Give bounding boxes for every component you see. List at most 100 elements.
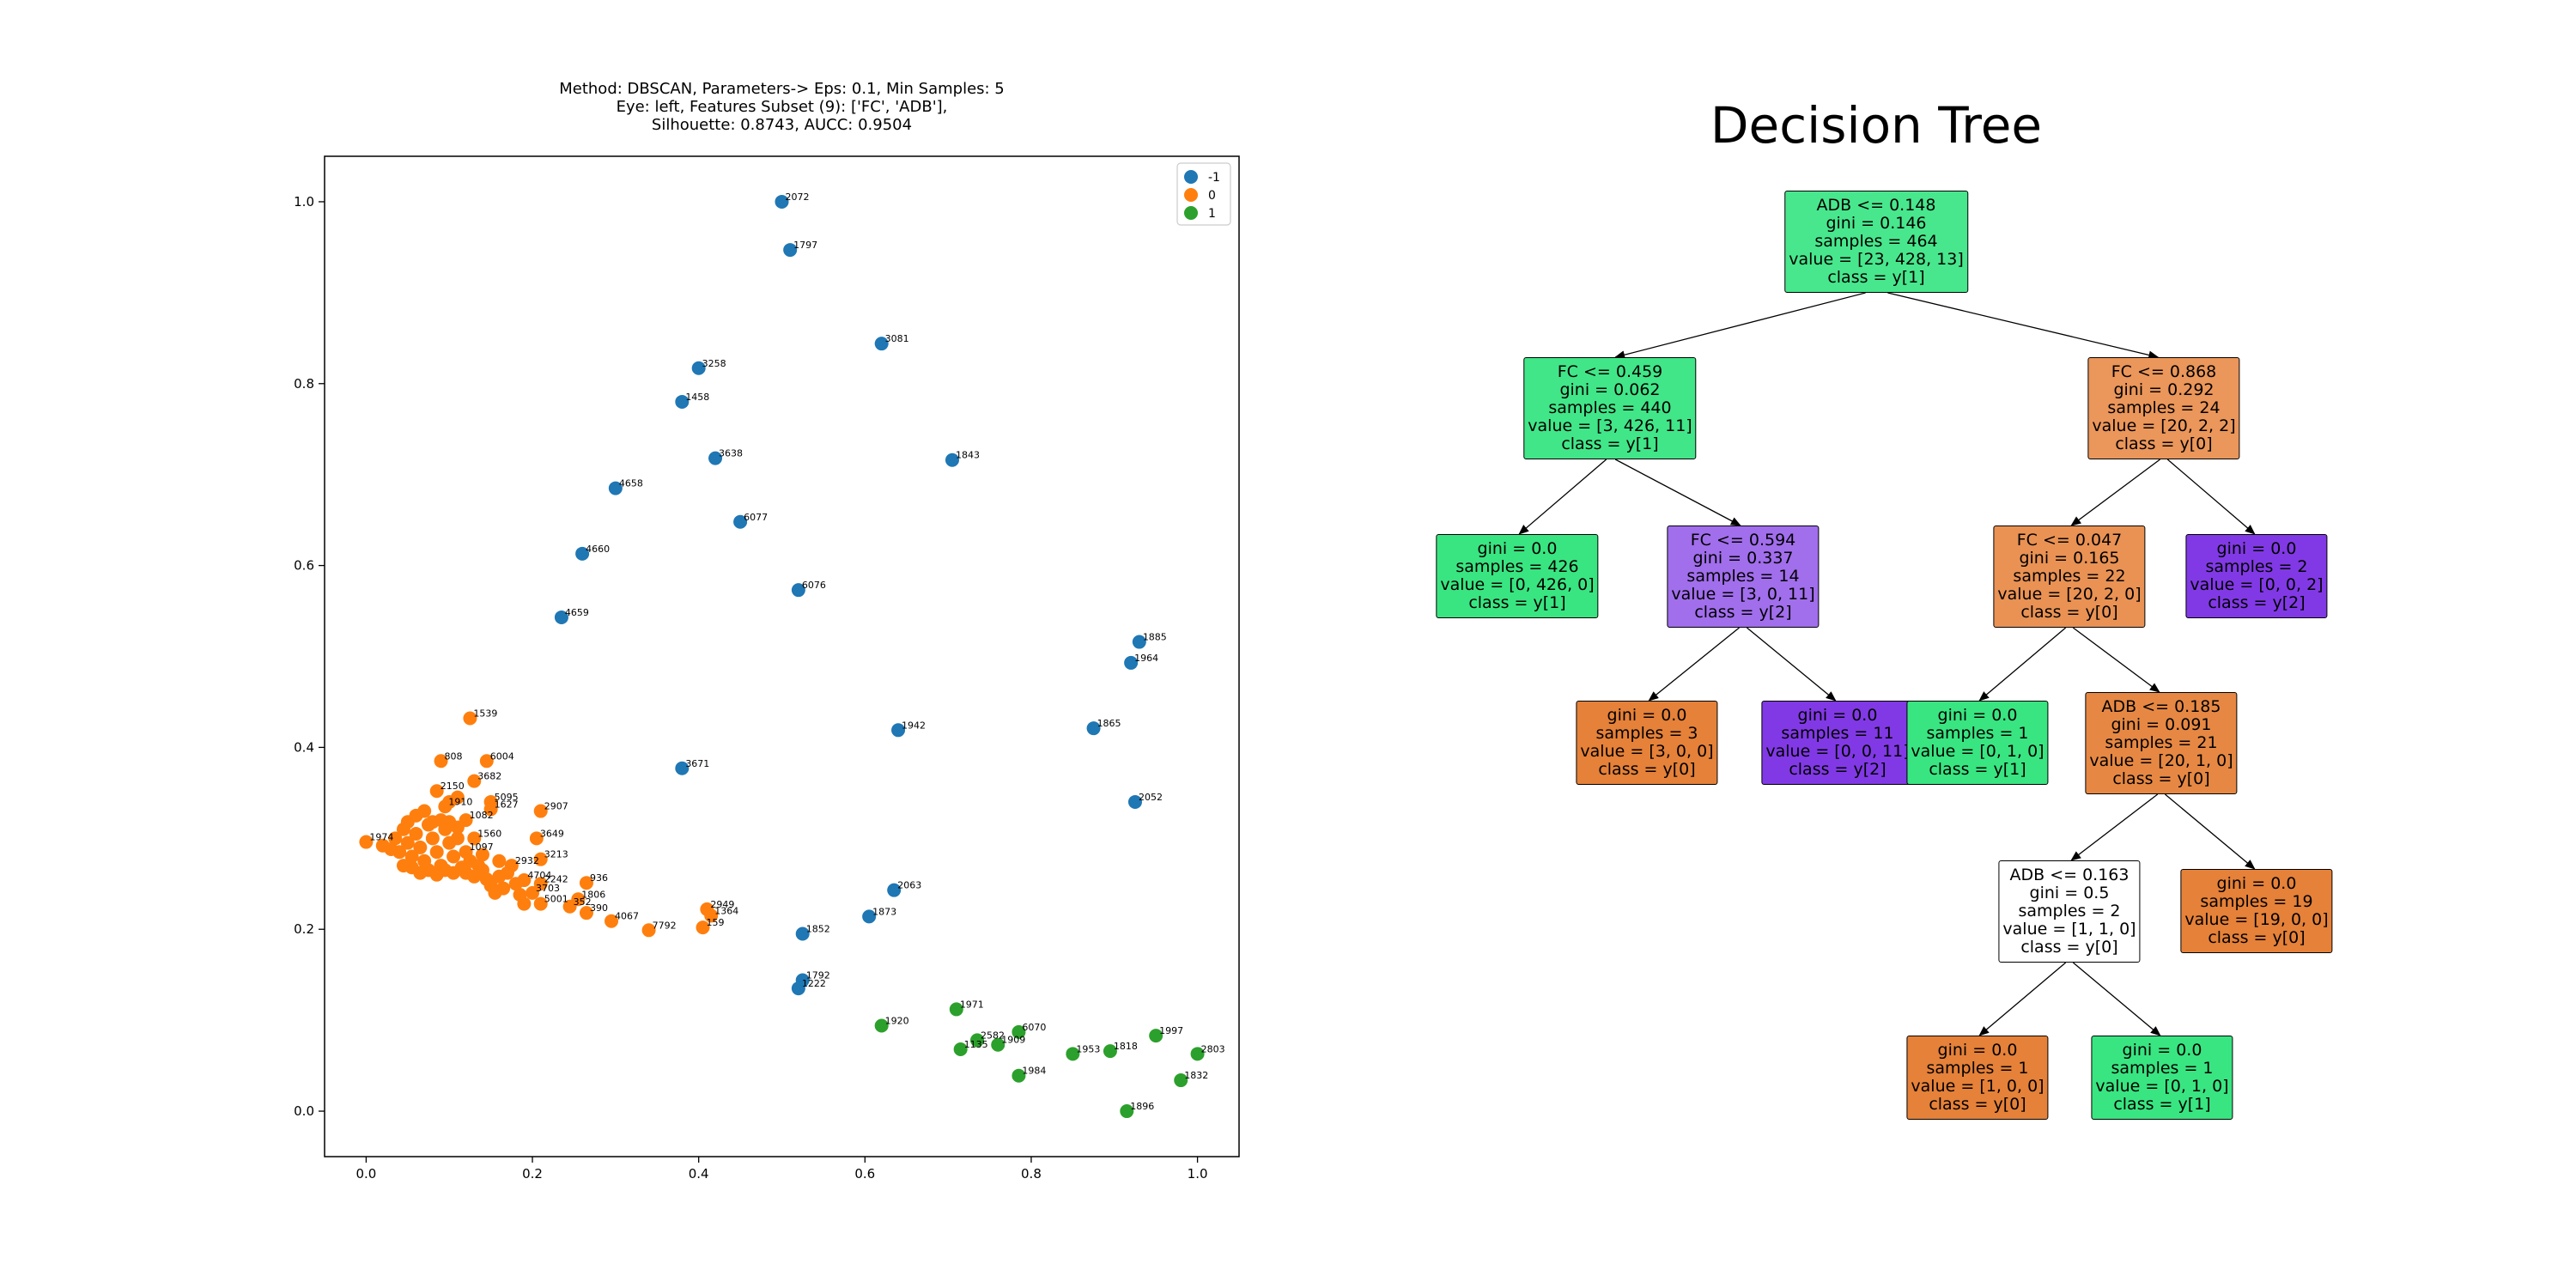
point-label: 1997 xyxy=(1159,1025,1183,1036)
tree-node-line: gini = 0.5 xyxy=(2029,884,2110,902)
tree-node-line: gini = 0.0 xyxy=(1477,539,1558,558)
tree-node-line: ADB <= 0.148 xyxy=(1816,196,1936,215)
tree-node-n3: gini = 0.0 samples = 426 value = [0, 426, … xyxy=(1436,534,1599,618)
point-label: 2150 xyxy=(440,781,465,792)
y-tick-label: 1.0 xyxy=(294,194,314,210)
tree-edge xyxy=(1614,459,1741,526)
tree-node-line: class = y[0] xyxy=(2112,769,2210,788)
tree-node-line: class = y[1] xyxy=(1827,268,1925,287)
point-series--1 xyxy=(1124,655,1139,670)
tree-node-line: value = [20, 2, 0] xyxy=(1997,585,2142,604)
tree-node-line: class = y[1] xyxy=(2113,1095,2211,1114)
tree-edge xyxy=(1887,292,2160,360)
tree-node-line: samples = 11 xyxy=(1781,724,1894,743)
point-label: 1458 xyxy=(685,392,709,403)
tree-node-n14: gini = 0.0 samples = 1 value = [0, 1, 0] cl… xyxy=(2091,1036,2233,1120)
point-label: 4658 xyxy=(619,478,643,489)
point-series--1 xyxy=(554,610,568,624)
point-label: 3682 xyxy=(477,771,501,782)
point-label: 390 xyxy=(590,902,608,914)
tree-node-line: class = y[0] xyxy=(2115,434,2213,453)
point-series-1 xyxy=(1120,1104,1134,1119)
tree-node-line: samples = 426 xyxy=(1455,557,1579,576)
x-tick-label: 0.0 xyxy=(355,1166,376,1182)
point-series-0 xyxy=(429,784,444,799)
tree-node-n4: FC <= 0.594 gini = 0.337 samples = 14 value… xyxy=(1667,526,1820,628)
point-series--1 xyxy=(691,361,706,375)
point-series-0 xyxy=(696,920,710,935)
point-label: 2582 xyxy=(981,1030,1005,1041)
point-series-0 xyxy=(533,896,548,911)
point-label: 1953 xyxy=(1076,1043,1100,1054)
point-series-0 xyxy=(425,831,440,846)
point-label: 1885 xyxy=(1143,632,1167,643)
point-label: 1984 xyxy=(1022,1066,1046,1077)
tree-node-line: class = y[0] xyxy=(1598,760,1696,779)
tree-node-line: gini = 0.0 xyxy=(1797,706,1878,725)
tree-node-line: FC <= 0.047 xyxy=(2016,531,2123,550)
tree-node-line: samples = 22 xyxy=(2013,567,2126,586)
y-tick-label: 0.6 xyxy=(294,558,314,574)
tree-node-line: samples = 19 xyxy=(2200,892,2313,911)
tree-edge xyxy=(1518,459,1607,535)
point-series--1 xyxy=(733,514,748,529)
tree-node-line: ADB <= 0.163 xyxy=(2009,866,2129,884)
tree-node-line: value = [1, 1, 0] xyxy=(2002,920,2136,939)
point-series-0 xyxy=(467,774,482,788)
tree-node-line: samples = 24 xyxy=(2107,398,2221,417)
tree-node-line: value = [19, 0, 0] xyxy=(2184,910,2329,929)
point-label: 2907 xyxy=(544,801,568,812)
point-series-0 xyxy=(450,831,465,846)
point-label: 808 xyxy=(445,750,463,762)
tree-node-line: samples = 14 xyxy=(1686,567,1800,586)
tree-node-n0: ADB <= 0.148 gini = 0.146 samples = 464 val… xyxy=(1784,191,1968,293)
point-series-0 xyxy=(409,827,423,841)
point-series-0 xyxy=(475,848,489,862)
point-series--1 xyxy=(1086,721,1101,736)
tree-node-line: value = [0, 426, 0] xyxy=(1440,575,1595,594)
tree-node-n11: ADB <= 0.163 gini = 0.5 samples = 2 value =… xyxy=(1998,860,2141,963)
tree-node-line: class = y[0] xyxy=(2020,938,2118,957)
point-series--1 xyxy=(887,883,902,897)
point-label: 1082 xyxy=(470,810,494,821)
point-series-0 xyxy=(605,914,619,928)
tree-node-line: gini = 0.0 xyxy=(2122,1041,2202,1060)
point-series--1 xyxy=(783,243,798,258)
point-series-0 xyxy=(704,908,719,923)
point-label: 1832 xyxy=(1184,1070,1208,1081)
point-series-0 xyxy=(413,840,428,854)
tree-node-line: class = y[0] xyxy=(2208,928,2306,947)
point-label: 2242 xyxy=(544,873,568,884)
tree-node-line: value = [0, 0, 11] xyxy=(1765,742,1910,761)
point-series-1 xyxy=(953,1042,968,1057)
point-label: 1797 xyxy=(793,240,817,251)
point-label: 2052 xyxy=(1139,792,1163,803)
tree-node-line: gini = 0.0 xyxy=(1607,706,1687,725)
point-series--1 xyxy=(791,583,805,598)
tree-node-line: samples = 1 xyxy=(1926,1059,2029,1078)
point-series-1 xyxy=(1174,1073,1188,1088)
tree-node-n5: FC <= 0.047 gini = 0.165 samples = 22 value… xyxy=(1993,526,2146,628)
point-series-1 xyxy=(970,1033,985,1048)
point-series-0 xyxy=(492,854,507,868)
tree-node-line: samples = 2 xyxy=(2018,902,2121,920)
point-series--1 xyxy=(945,453,959,467)
tree-node-line: gini = 0.0 xyxy=(1937,1041,2018,1060)
point-series--1 xyxy=(575,546,590,561)
point-series-0 xyxy=(526,885,540,900)
point-series-0 xyxy=(533,877,548,891)
point-label: 3213 xyxy=(544,849,568,860)
point-series-1 xyxy=(1012,1068,1026,1083)
point-series-0 xyxy=(463,711,477,726)
tree-node-line: FC <= 0.868 xyxy=(2111,362,2217,381)
point-series--1 xyxy=(675,394,690,409)
x-tick-label: 0.2 xyxy=(522,1166,543,1182)
point-series-0 xyxy=(533,852,548,866)
point-series-0 xyxy=(579,876,593,890)
point-series-1 xyxy=(874,1018,889,1033)
tree-node-line: samples = 1 xyxy=(2111,1059,2214,1078)
tree-node-line: class = y[0] xyxy=(2020,603,2118,622)
tree-node-line: class = y[1] xyxy=(1929,760,2026,779)
tree-edge xyxy=(1648,627,1740,702)
